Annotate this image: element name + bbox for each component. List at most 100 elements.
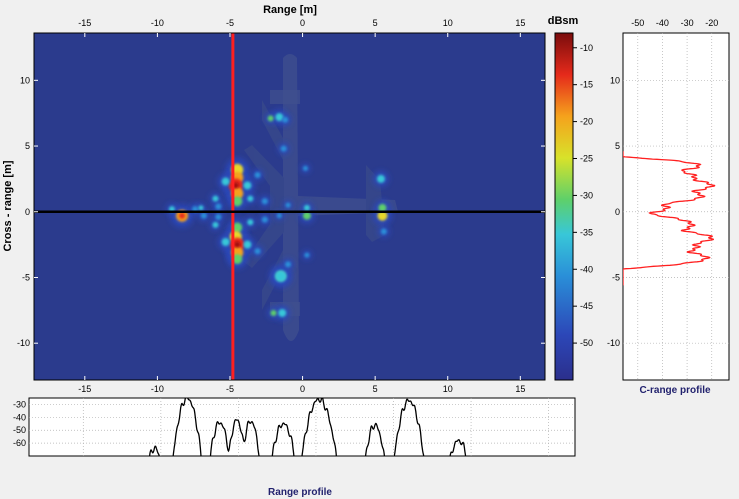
scatter-blob [254,248,261,255]
crange-profile-x-tick-label: -30 [681,18,694,28]
range-profile-grid [29,398,575,456]
x-tick-label-bottom: -10 [151,384,164,394]
scatter-blob [276,213,282,219]
scatter-blob [278,308,287,317]
scatter-blob [200,212,207,219]
scatter-blob [274,270,287,283]
crange-profile-y-tick-label: 10 [610,75,620,85]
colorbar-tick-label: -20 [580,117,593,127]
colorbar-tick-label: -10 [580,43,593,53]
crange-profile-y-tick-label: 0 [615,207,620,217]
colorbar: -10 -15 -20 -25 -30 -35 -40 -45 -50 dBsm [548,15,593,381]
scatter-blob [261,216,268,223]
x-tick-label-bottom: -15 [78,384,91,394]
scatter-blob [198,205,204,211]
scatter-blob [282,116,289,123]
crange-profile-y-tick-label: -10 [607,338,620,348]
colorbar-tick-label: -40 [580,264,593,274]
sar-image-ticks: -15 -15 -10 -10 -5 -5 0 0 5 5 10 10 15 15 10 5 0 -5 -10 [17,18,545,394]
x-tick-label-top: -10 [151,18,164,28]
range-profile-y-tick-label: -60 [13,438,26,448]
scatter-blob [247,219,254,226]
scatter-blob [302,211,311,220]
scatter-blob [377,210,388,221]
x-tick-label-top: 10 [443,18,453,28]
scatter-blob [221,177,230,186]
x-tick-label-bottom: 0 [300,384,305,394]
scatter-blob [215,214,222,221]
scatter-blob [212,195,219,202]
scatter-blob [380,228,387,235]
range-profile-title: Range profile [268,487,332,498]
crange-profile-x-tick-label: -40 [656,18,669,28]
x-tick-label-bottom: 15 [515,384,525,394]
colorbar-tick-label: -25 [580,154,593,164]
range-profile-y-tick-label: -30 [13,399,26,409]
scatter-blob [280,145,287,152]
scatter-blob [261,198,268,205]
crange-profile-x-tick-label: -20 [705,18,718,28]
x-tick-label-bottom: 5 [373,384,378,394]
scatter-blob [232,222,243,233]
x-tick-label-top: 15 [515,18,525,28]
colorbar-tick-label: -35 [580,227,593,237]
range-profile-line [148,398,467,456]
scatter-blob [285,261,292,268]
crange-profile-y-tick-label: 5 [615,141,620,151]
crange-profile-ticks: -50 -40 -30 -20 10 5 0 -5 -10 [607,18,718,348]
range-profile-ticks: -30 -40 -50 -60 [13,399,26,448]
range-profile-y-tick-label: -40 [13,412,26,422]
y-axis-label: Cross - range [m] [2,160,14,251]
colorbar-gradient [554,32,574,381]
y-tick-label: 0 [25,207,30,217]
scatter-blob [179,212,186,219]
scatter-blob [234,241,241,248]
crange-profile-title: C-range profile [639,385,711,396]
scatter-blob [215,203,222,210]
scatter-blob [243,240,252,249]
scatter-blob [378,203,387,212]
crange-profile-grid [623,33,729,380]
scatter-blob [221,237,230,246]
x-tick-label-top: 0 [300,18,305,28]
scatter-blob [267,115,274,122]
range-profile-y-tick-label: -50 [13,425,26,435]
crange-profile-x-tick-label: -50 [631,18,644,28]
scatter-blob [254,171,261,178]
scatter-blob [376,174,385,183]
y-tick-label: 5 [25,141,30,151]
x-tick-label-bottom: -5 [226,384,234,394]
colorbar-unit: dBsm [548,15,579,27]
scatter-blob [303,204,310,211]
colorbar-tick-label: -45 [580,301,593,311]
range-profile-panel: -30 -40 -50 -60 Range profile [13,397,576,498]
crange-profile-panel: -50 -40 -30 -20 10 5 0 -5 -10 C-range profile [607,18,730,396]
crange-profile-line [623,151,716,286]
scatter-blob [304,252,310,258]
y-tick-label: 10 [20,75,30,85]
x-tick-label-top: 5 [373,18,378,28]
y-tick-label: -5 [22,272,30,282]
y-tick-label: -10 [17,338,30,348]
scatter-blob [212,221,219,228]
scatter-blob [232,254,243,265]
x-tick-label-top: -15 [78,18,91,28]
scatter-blob [275,113,284,122]
colorbar-tick-label: -15 [580,80,593,90]
crange-profile-background [622,32,730,381]
scatter-blob [285,202,291,208]
x-tick-label-bottom: 10 [443,384,453,394]
sar-image-panel: -15 -15 -10 -10 -5 -5 0 0 5 5 10 10 15 15 10 5 0 -5 -10 Ra… [2,4,546,394]
scatter-blob [270,309,277,316]
x-axis-label: Range [m] [263,4,317,16]
colorbar-ticks: -10 -15 -20 -25 -30 -35 -40 -45 -50 [573,43,593,348]
crange-profile-y-tick-label: -5 [612,272,620,282]
range-profile-background [28,397,576,457]
scatter-blob [232,196,243,207]
sar-image-frame [33,32,546,381]
x-tick-label-top: -5 [226,18,234,28]
scatter-blob [302,165,308,171]
scatter-blob [247,195,254,202]
colorbar-tick-label: -30 [580,190,593,200]
